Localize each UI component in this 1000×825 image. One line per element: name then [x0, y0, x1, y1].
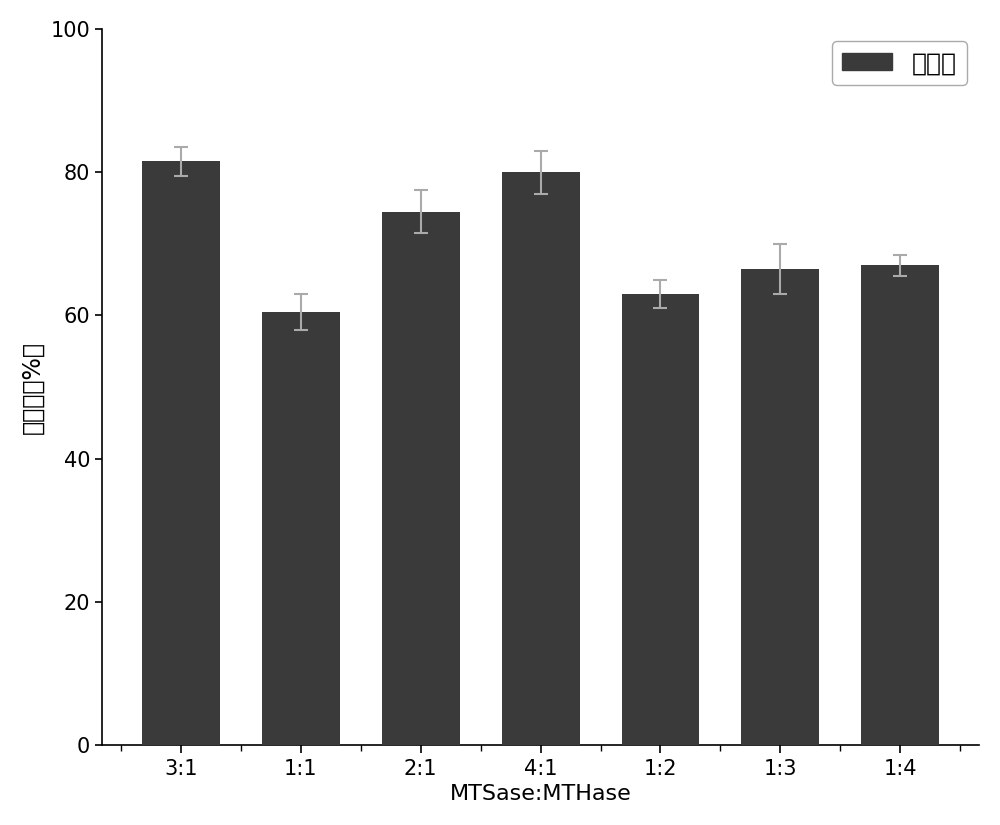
Bar: [861, 266, 939, 746]
Bar: [262, 312, 340, 746]
Bar: [142, 162, 220, 746]
Bar: [622, 294, 699, 746]
Legend: 转化率: 转化率: [832, 41, 967, 85]
Bar: [382, 211, 460, 746]
Bar: [741, 269, 819, 746]
Bar: [502, 172, 580, 746]
X-axis label: MTSase:MTHase: MTSase:MTHase: [450, 785, 631, 804]
Y-axis label: 转化率（%）: 转化率（%）: [21, 341, 45, 434]
